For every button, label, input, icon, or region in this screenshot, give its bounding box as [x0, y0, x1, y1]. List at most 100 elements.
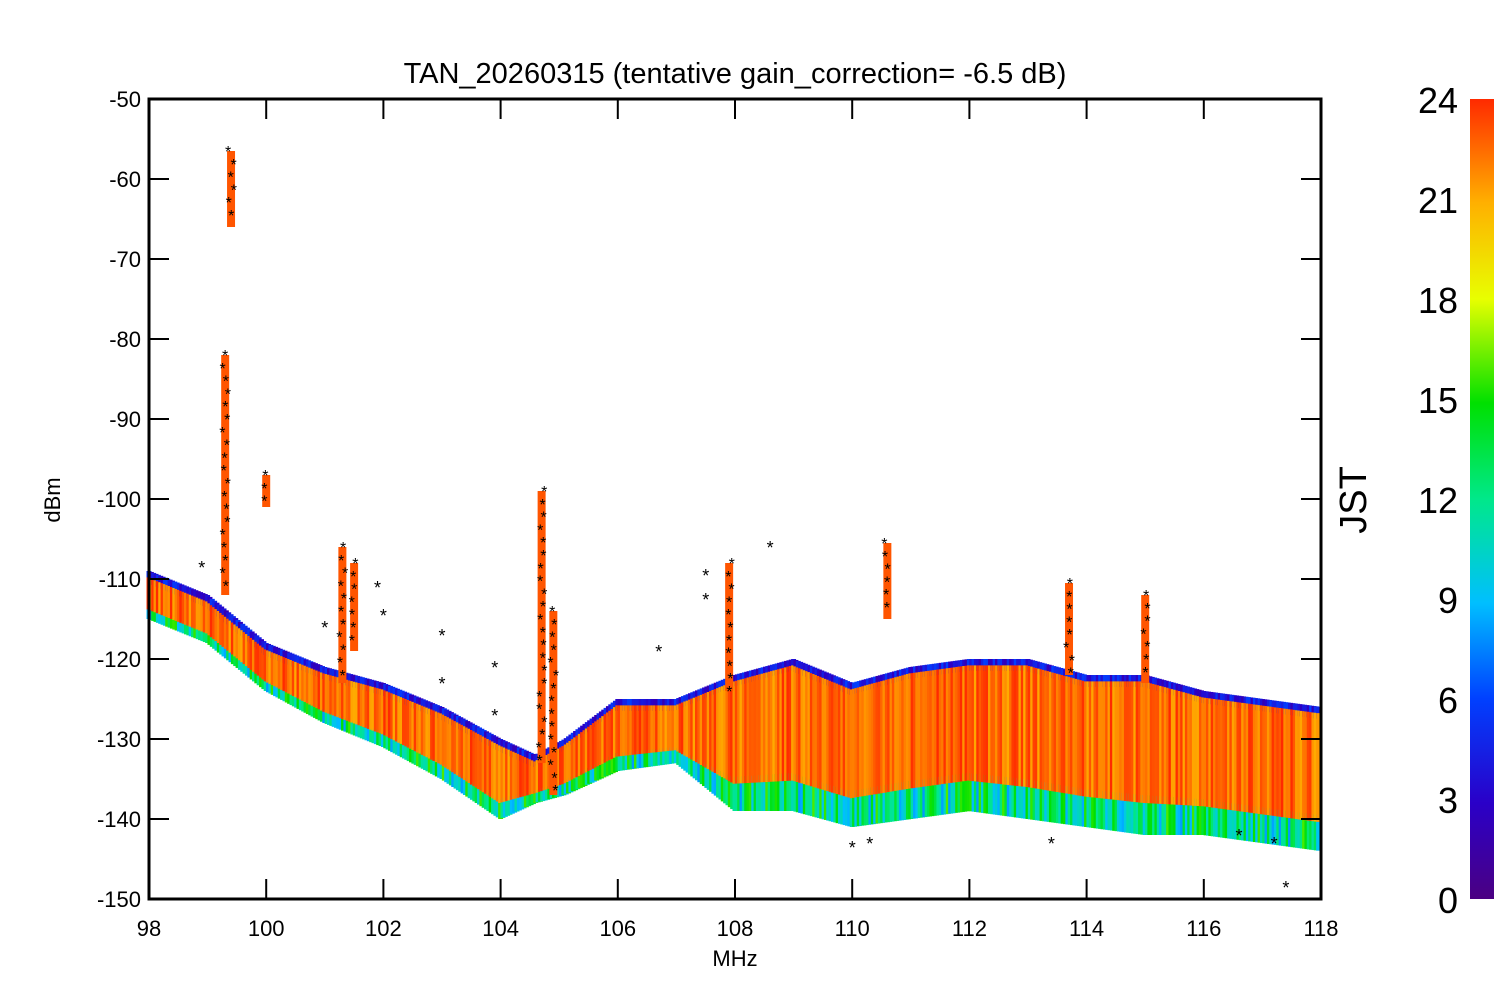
colorbar-tick-label: 21: [1418, 180, 1458, 221]
spike-point: *: [726, 633, 732, 650]
spike-point: *: [1143, 588, 1149, 605]
spike-point: *: [231, 182, 237, 199]
colorbar-tick-label: 9: [1438, 580, 1458, 621]
colorbar-tick-label: 6: [1438, 680, 1458, 721]
y-tick-label: -150: [97, 887, 141, 912]
spike-point: *: [261, 494, 267, 511]
spike-point: *: [341, 591, 347, 608]
spike-point: *: [221, 463, 227, 480]
spike-point: *: [548, 732, 554, 749]
spike-point: *: [339, 668, 345, 685]
spike-point: *: [222, 348, 228, 365]
spike-point: *: [222, 450, 228, 467]
spike-point: *: [337, 655, 343, 672]
spike-point: *: [541, 484, 547, 501]
colorbar-ticks: 0 3 6 9 12 15 18 21 24: [1418, 80, 1458, 921]
outlier-point: *: [1048, 834, 1055, 854]
colorbar-tick-label: 18: [1418, 280, 1458, 321]
spike-point: *: [342, 566, 348, 583]
spike-point: *: [219, 361, 225, 378]
spike-point: *: [553, 668, 559, 685]
spike-point: *: [351, 582, 357, 599]
spike-point: *: [349, 633, 355, 650]
spike-point: *: [728, 582, 734, 599]
x-tick-label: 104: [482, 916, 519, 941]
y-tick-label: -50: [109, 87, 141, 112]
x-tick-label: 110: [835, 916, 870, 941]
outlier-point: *: [1235, 826, 1242, 846]
spike-point: *: [224, 412, 230, 429]
x-tick-label: 114: [1069, 916, 1104, 941]
spike-point: *: [551, 745, 557, 762]
spike-point: *: [226, 195, 232, 212]
spike-point: *: [725, 646, 731, 663]
spike-point: *: [350, 569, 356, 586]
spike-point: *: [537, 574, 543, 591]
spike-point: *: [541, 676, 547, 693]
outlier-point: *: [491, 658, 498, 678]
spike-point: *: [540, 650, 546, 667]
spike-point: *: [538, 561, 544, 578]
outlier-point: *: [374, 578, 381, 598]
spike-point: *: [224, 514, 230, 531]
spike-point: *: [1144, 614, 1150, 631]
spike-point: *: [1069, 653, 1075, 670]
spike-point: *: [540, 599, 546, 616]
spike-point: *: [541, 714, 547, 731]
spike-point: *: [551, 642, 557, 659]
outlier-point: *: [438, 674, 445, 694]
spike-point: *: [222, 399, 228, 416]
x-tick-label: 98: [137, 916, 161, 941]
outlier-point: *: [702, 590, 709, 610]
x-tick-label: 100: [248, 916, 285, 941]
spike-point: *: [223, 502, 229, 519]
spike-point: *: [547, 655, 553, 672]
x-tick-label: 112: [952, 916, 987, 941]
spike-point: *: [540, 497, 546, 514]
spike-point: *: [1066, 602, 1072, 619]
spike-point: *: [224, 438, 230, 455]
spike-point: *: [537, 753, 543, 770]
outlier-point: *: [380, 606, 387, 626]
colorbar-tick-label: 24: [1418, 80, 1458, 121]
spike-point: *: [541, 663, 547, 680]
spike-point: *: [1067, 576, 1073, 593]
spike-point: *: [1142, 665, 1148, 682]
spike-point: *: [540, 535, 546, 552]
spike-point: *: [725, 569, 731, 586]
spike-point: *: [536, 702, 542, 719]
scatter-points: ****************************************…: [146, 144, 1322, 898]
spike-point: *: [225, 144, 231, 161]
spike-point: *: [1066, 614, 1072, 631]
spike-point: *: [1140, 626, 1146, 643]
spike-point: *: [340, 540, 346, 557]
spike-point: *: [884, 562, 890, 579]
colorbar-tick-label: 3: [1438, 780, 1458, 821]
y-tick-label: -100: [97, 487, 141, 512]
spike-point: *: [549, 719, 555, 736]
spike-point: *: [1066, 589, 1072, 606]
x-tick-label: 106: [599, 916, 636, 941]
y-tick-label: -130: [97, 727, 141, 752]
outlier-point: *: [1282, 878, 1289, 898]
spike-point: *: [338, 604, 344, 621]
outlier-point: *: [849, 838, 856, 858]
y-tick-label: -110: [99, 567, 141, 592]
spike-point: *: [548, 758, 554, 775]
spike-point: *: [539, 727, 545, 744]
x-tick-label: 108: [717, 916, 754, 941]
spike-point: *: [338, 553, 344, 570]
spike-point: *: [222, 553, 228, 570]
outlier-point: *: [491, 706, 498, 726]
spike-point: *: [549, 630, 555, 647]
spike-point: *: [882, 549, 888, 566]
spike-point: *: [536, 740, 542, 757]
y-tick-label: -90: [109, 407, 141, 432]
spike-point: *: [1066, 627, 1072, 644]
spike-point: *: [540, 638, 546, 655]
y-tick-label: -60: [109, 167, 141, 192]
spike-point: *: [537, 522, 543, 539]
spike-point: *: [541, 510, 547, 527]
spike-point: *: [729, 556, 735, 573]
